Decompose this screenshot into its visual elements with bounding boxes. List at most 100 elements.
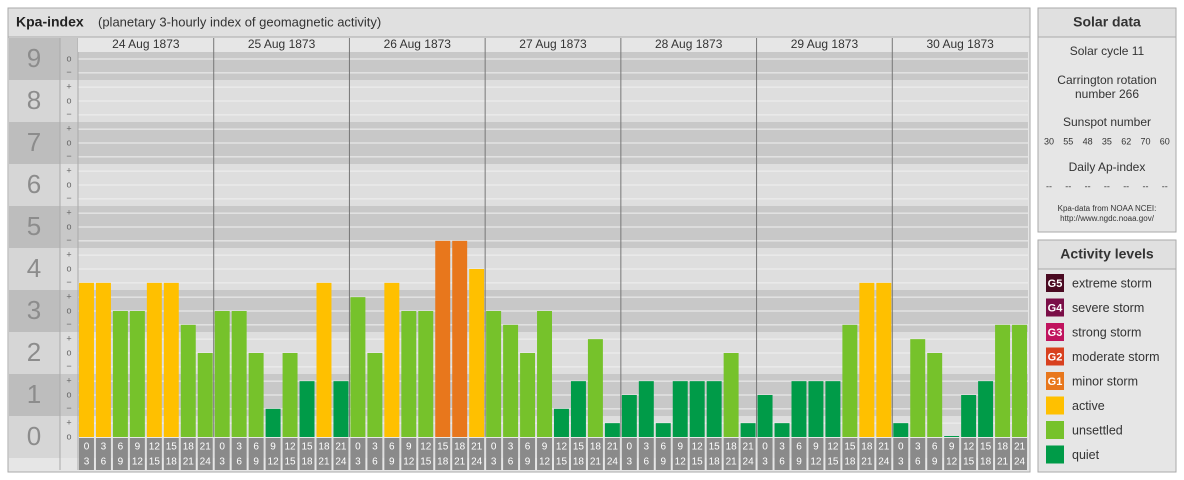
hour-box [893, 438, 909, 470]
bar [333, 381, 349, 437]
hour-start: 15 [437, 442, 449, 453]
bar [978, 381, 994, 437]
bar [265, 408, 281, 437]
bar [299, 381, 315, 437]
hour-end: 12 [268, 457, 280, 468]
y-minor-label: − [66, 235, 71, 245]
y-minor-label: o [66, 137, 71, 147]
date-label: 26 Aug 1873 [384, 37, 452, 51]
legend-badge: G2 [1048, 351, 1063, 363]
carrington: Carrington rotation [1057, 73, 1156, 87]
y-minor-label: + [66, 124, 71, 134]
y-minor-label: o [66, 53, 71, 63]
hour-start: 21 [878, 442, 890, 453]
legend-swatch [1046, 445, 1064, 464]
bar [367, 353, 383, 437]
date-label: 25 Aug 1873 [248, 37, 316, 51]
hour-start: 9 [542, 442, 548, 453]
y-minor-label: − [66, 361, 71, 371]
chart-header [7, 7, 1031, 38]
hour-start: 0 [491, 442, 497, 453]
hour-end: 21 [997, 457, 1009, 468]
hour-box [621, 438, 637, 470]
legend-label: severe storm [1072, 301, 1144, 315]
ap-value: -- [1162, 181, 1168, 191]
y-minor-label: o [66, 179, 71, 189]
hour-start: 18 [318, 442, 330, 453]
bar [893, 423, 909, 437]
hour-start: 12 [149, 442, 161, 453]
hour-end: 9 [932, 457, 938, 468]
hour-box [791, 438, 807, 470]
bar [554, 408, 569, 437]
hour-start: 6 [932, 442, 938, 453]
ap-title: Daily Ap-index [1069, 160, 1146, 174]
y-minor-label: o [66, 347, 71, 357]
bar [146, 282, 162, 437]
hour-end: 21 [861, 457, 873, 468]
bar [961, 395, 977, 437]
hour-box [503, 438, 519, 470]
hour-start: 12 [556, 442, 568, 453]
hour-box [740, 438, 756, 470]
y-minor-label: + [66, 166, 71, 176]
band [9, 248, 60, 290]
hour-start: 0 [762, 442, 768, 453]
hour-box [214, 438, 230, 470]
bar [995, 324, 1011, 437]
hour-box [604, 438, 620, 470]
bar [587, 339, 603, 437]
y-minor-label: − [66, 277, 71, 287]
hour-start: 0 [219, 442, 225, 453]
hour-box [774, 438, 790, 470]
bar [604, 423, 620, 437]
hour-start: 9 [135, 442, 141, 453]
legend-swatch [1046, 298, 1064, 317]
hour-end: 9 [253, 457, 259, 468]
hour-end: 3 [762, 457, 768, 468]
hour-box [180, 438, 196, 470]
legend-label: moderate storm [1072, 350, 1160, 364]
hour-end: 12 [810, 457, 822, 468]
hour-box [723, 438, 739, 470]
band [9, 332, 60, 374]
legend-swatch [1046, 274, 1064, 292]
date-label: 30 Aug 1873 [926, 37, 994, 51]
hour-box [469, 438, 485, 470]
hour-start: 3 [508, 442, 514, 453]
hour-start: 9 [949, 442, 955, 453]
hour-box [570, 438, 586, 470]
band [9, 206, 60, 248]
levels-title: Activity levels [1060, 246, 1154, 262]
hour-box [944, 438, 960, 470]
bar [859, 282, 875, 437]
hour-start: 12 [692, 442, 704, 453]
hour-start: 15 [166, 442, 178, 453]
hour-end: 18 [980, 457, 992, 468]
bar [79, 282, 94, 437]
legend-badge: G1 [1048, 376, 1063, 388]
hour-end: 21 [590, 457, 602, 468]
hour-start: 18 [183, 442, 195, 453]
hour-start: 21 [1014, 442, 1026, 453]
hour-start: 9 [406, 442, 412, 453]
hour-end: 9 [525, 457, 531, 468]
hour-start: 9 [813, 442, 819, 453]
hour-start: 18 [454, 442, 466, 453]
hour-start: 21 [607, 442, 619, 453]
bar [231, 311, 247, 437]
hour-end: 6 [644, 457, 650, 468]
legend-swatch [1046, 396, 1064, 415]
bar [316, 282, 332, 437]
y-minor-label: o [66, 389, 71, 399]
band [9, 80, 60, 122]
y-minor-label: o [66, 221, 71, 231]
hour-end: 6 [915, 457, 921, 468]
bar [350, 297, 366, 437]
levels-header [1037, 239, 1177, 270]
bar [486, 311, 502, 437]
hour-end: 21 [454, 457, 466, 468]
hour-box [587, 438, 603, 470]
y-minor-label: + [66, 208, 71, 218]
